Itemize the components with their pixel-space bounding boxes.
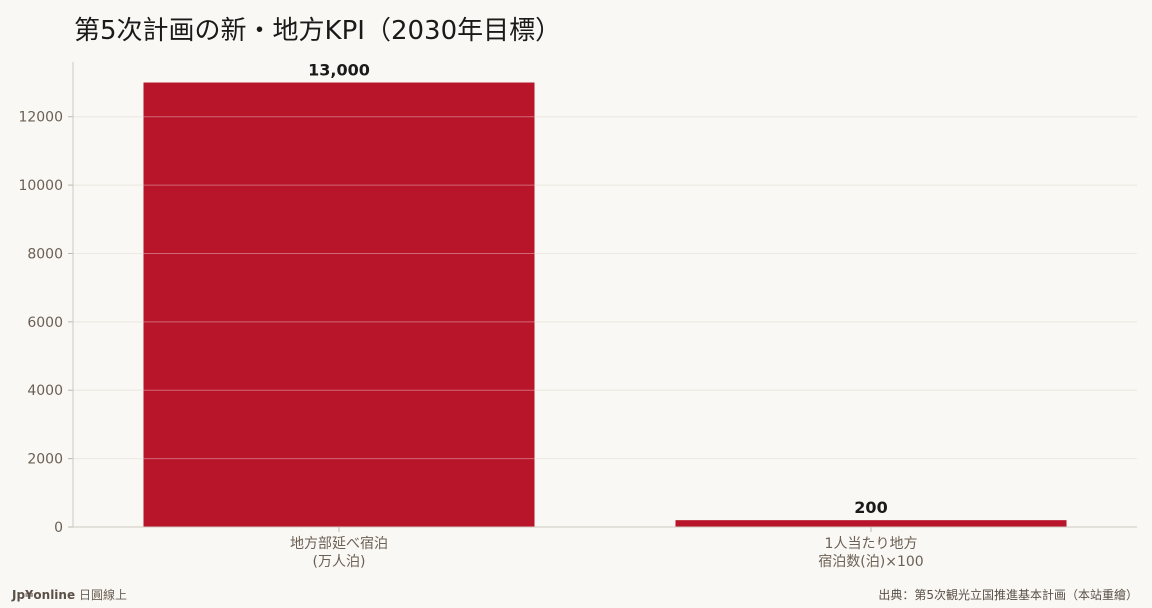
bar-value-label: 13,000: [308, 61, 370, 80]
y-tick-label: 10000: [18, 178, 63, 194]
x-tick-label: 1人当たり地方: [825, 536, 918, 552]
y-tick-label: 0: [54, 520, 63, 536]
bar: [675, 520, 1067, 527]
bar-value-label: 200: [854, 498, 887, 517]
source-note: 出典：第5次観光立国推進基本計画（本站重繪）: [878, 588, 1138, 602]
x-tick-label: 地方部延べ宿泊: [290, 535, 388, 552]
brand-logo: Jp¥online: [12, 588, 76, 602]
y-tick-label: 4000: [27, 383, 63, 399]
brand-tagline: 日圓線上: [78, 588, 127, 602]
y-tick-label: 2000: [27, 452, 63, 468]
y-tick-label: 6000: [27, 315, 63, 331]
footer-brand: Jp¥online 日圓線上: [12, 586, 127, 603]
y-tick-label: 8000: [27, 246, 63, 262]
chart-title: 第5次計画の新・地方KPI（2030年目標）: [74, 16, 562, 46]
y-tick-label: 12000: [18, 110, 63, 126]
bar: [143, 82, 535, 527]
x-tick-label: (万人泊): [313, 554, 366, 570]
x-tick-label: 宿泊数(泊)×100: [818, 553, 923, 570]
